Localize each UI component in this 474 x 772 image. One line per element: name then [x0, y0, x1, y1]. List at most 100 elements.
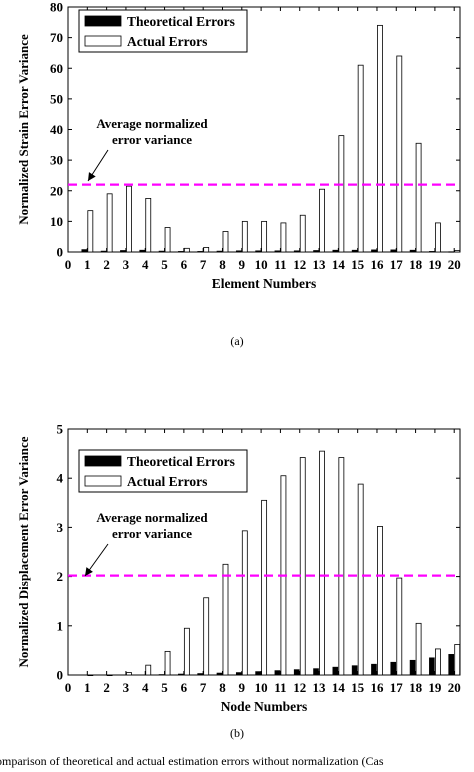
bar-theoretical — [255, 671, 261, 676]
annotation-line2: error variance — [112, 526, 192, 541]
bar-theoretical — [351, 249, 358, 253]
annotation-line1: Average normalized — [96, 510, 208, 525]
bar-actual — [454, 644, 461, 676]
bar-actual — [454, 250, 461, 253]
bar-theoretical — [332, 666, 339, 676]
annotation-line2: error variance — [112, 132, 192, 147]
bar-actual — [299, 457, 306, 676]
legend-swatch-theoretical — [84, 455, 122, 467]
y-tick-label: 60 — [50, 61, 63, 76]
x-tick-label: 1 — [84, 680, 91, 695]
bar-actual — [261, 220, 268, 253]
x-tick-label: 19 — [428, 680, 442, 695]
y-tick-label: 10 — [50, 214, 63, 229]
x-tick-label: 12 — [293, 257, 306, 272]
x-tick-label: 9 — [239, 257, 246, 272]
x-tick-label: 19 — [428, 257, 442, 272]
x-tick-label: 17 — [390, 257, 404, 272]
x-tick-label: 18 — [409, 257, 423, 272]
x-tick-label: 13 — [313, 680, 327, 695]
y-tick-label: 4 — [57, 471, 64, 486]
y-axis-label: Normalized Strain Error Variance — [16, 34, 31, 225]
x-tick-label: 5 — [161, 680, 168, 695]
x-tick-label: 17 — [390, 680, 404, 695]
bar-theoretical — [178, 251, 184, 253]
bar-actual — [319, 188, 325, 253]
bar-actual — [377, 24, 383, 253]
bar-theoretical — [313, 250, 319, 253]
bar-theoretical — [158, 250, 165, 253]
bar-theoretical — [81, 249, 88, 253]
bar-actual — [299, 214, 306, 253]
bar-theoretical — [197, 673, 203, 676]
bar-actual — [126, 185, 132, 253]
bar-theoretical — [390, 661, 397, 676]
y-tick-label: 2 — [57, 569, 64, 584]
legend-swatch-actual — [84, 475, 122, 487]
y-tick-label: 70 — [50, 30, 63, 45]
x-tick-label: 20 — [448, 257, 461, 272]
annotation-arrowhead — [85, 567, 93, 576]
subcaption-b: (b) — [230, 726, 244, 740]
x-axis-label: Node Numbers — [221, 699, 308, 714]
bar-actual — [183, 627, 190, 676]
annotation-arrowhead — [88, 172, 96, 181]
bar-theoretical — [178, 673, 184, 676]
x-tick-label: 3 — [123, 257, 130, 272]
legend-label-actual: Actual Errors — [127, 474, 207, 489]
bar-theoretical — [274, 250, 281, 253]
bar-theoretical — [409, 659, 416, 676]
y-tick-label: 80 — [50, 0, 63, 15]
bar-actual — [357, 483, 364, 676]
x-tick-label: 15 — [351, 680, 365, 695]
bar-actual — [261, 499, 268, 676]
bar-actual — [183, 247, 190, 253]
bar-theoretical — [409, 249, 416, 253]
x-tick-label: 8 — [219, 257, 226, 272]
bar-theoretical — [235, 672, 242, 676]
bar-theoretical — [332, 249, 339, 253]
x-tick-label: 2 — [103, 680, 110, 695]
bar-theoretical — [216, 250, 223, 253]
bar-theoretical — [235, 250, 242, 253]
y-tick-label: 3 — [57, 520, 64, 535]
bar-theoretical — [429, 251, 435, 253]
x-tick-label: 12 — [293, 680, 306, 695]
bar-theoretical — [274, 670, 281, 676]
bar-actual — [126, 672, 132, 676]
bar-theoretical — [371, 663, 377, 676]
x-tick-label: 3 — [123, 680, 130, 695]
x-tick-label: 16 — [370, 257, 384, 272]
bar-theoretical — [448, 251, 455, 253]
bar-theoretical — [293, 250, 300, 253]
bar-actual — [106, 193, 113, 253]
bar-theoretical — [158, 674, 165, 676]
bar-theoretical — [429, 657, 435, 676]
x-tick-label: 0 — [65, 257, 72, 272]
bar-actual — [434, 648, 441, 676]
x-tick-label: 20 — [448, 680, 461, 695]
legend-label-actual: Actual Errors — [127, 34, 207, 49]
x-tick-label: 5 — [161, 257, 168, 272]
bar-theoretical — [100, 250, 107, 253]
bar-theoretical — [139, 249, 146, 253]
y-axis-label: Normalized Displacement Error Variance — [16, 436, 31, 667]
bar-actual — [377, 526, 383, 676]
y-tick-label: 1 — [57, 618, 64, 633]
bar-actual — [222, 231, 229, 253]
bar-actual — [280, 222, 287, 253]
x-tick-label: 6 — [181, 257, 188, 272]
y-tick-label: 40 — [50, 122, 63, 137]
bar-actual — [87, 210, 94, 253]
x-tick-label: 11 — [274, 680, 286, 695]
bar-actual — [338, 135, 345, 253]
bar-actual — [434, 222, 441, 253]
y-tick-label: 50 — [50, 91, 63, 106]
bar-actual — [106, 674, 113, 677]
x-tick-label: 10 — [255, 680, 268, 695]
bar-actual — [396, 55, 403, 253]
x-tick-label: 6 — [181, 680, 188, 695]
bar-actual — [415, 622, 422, 676]
bar-theoretical — [351, 665, 358, 676]
